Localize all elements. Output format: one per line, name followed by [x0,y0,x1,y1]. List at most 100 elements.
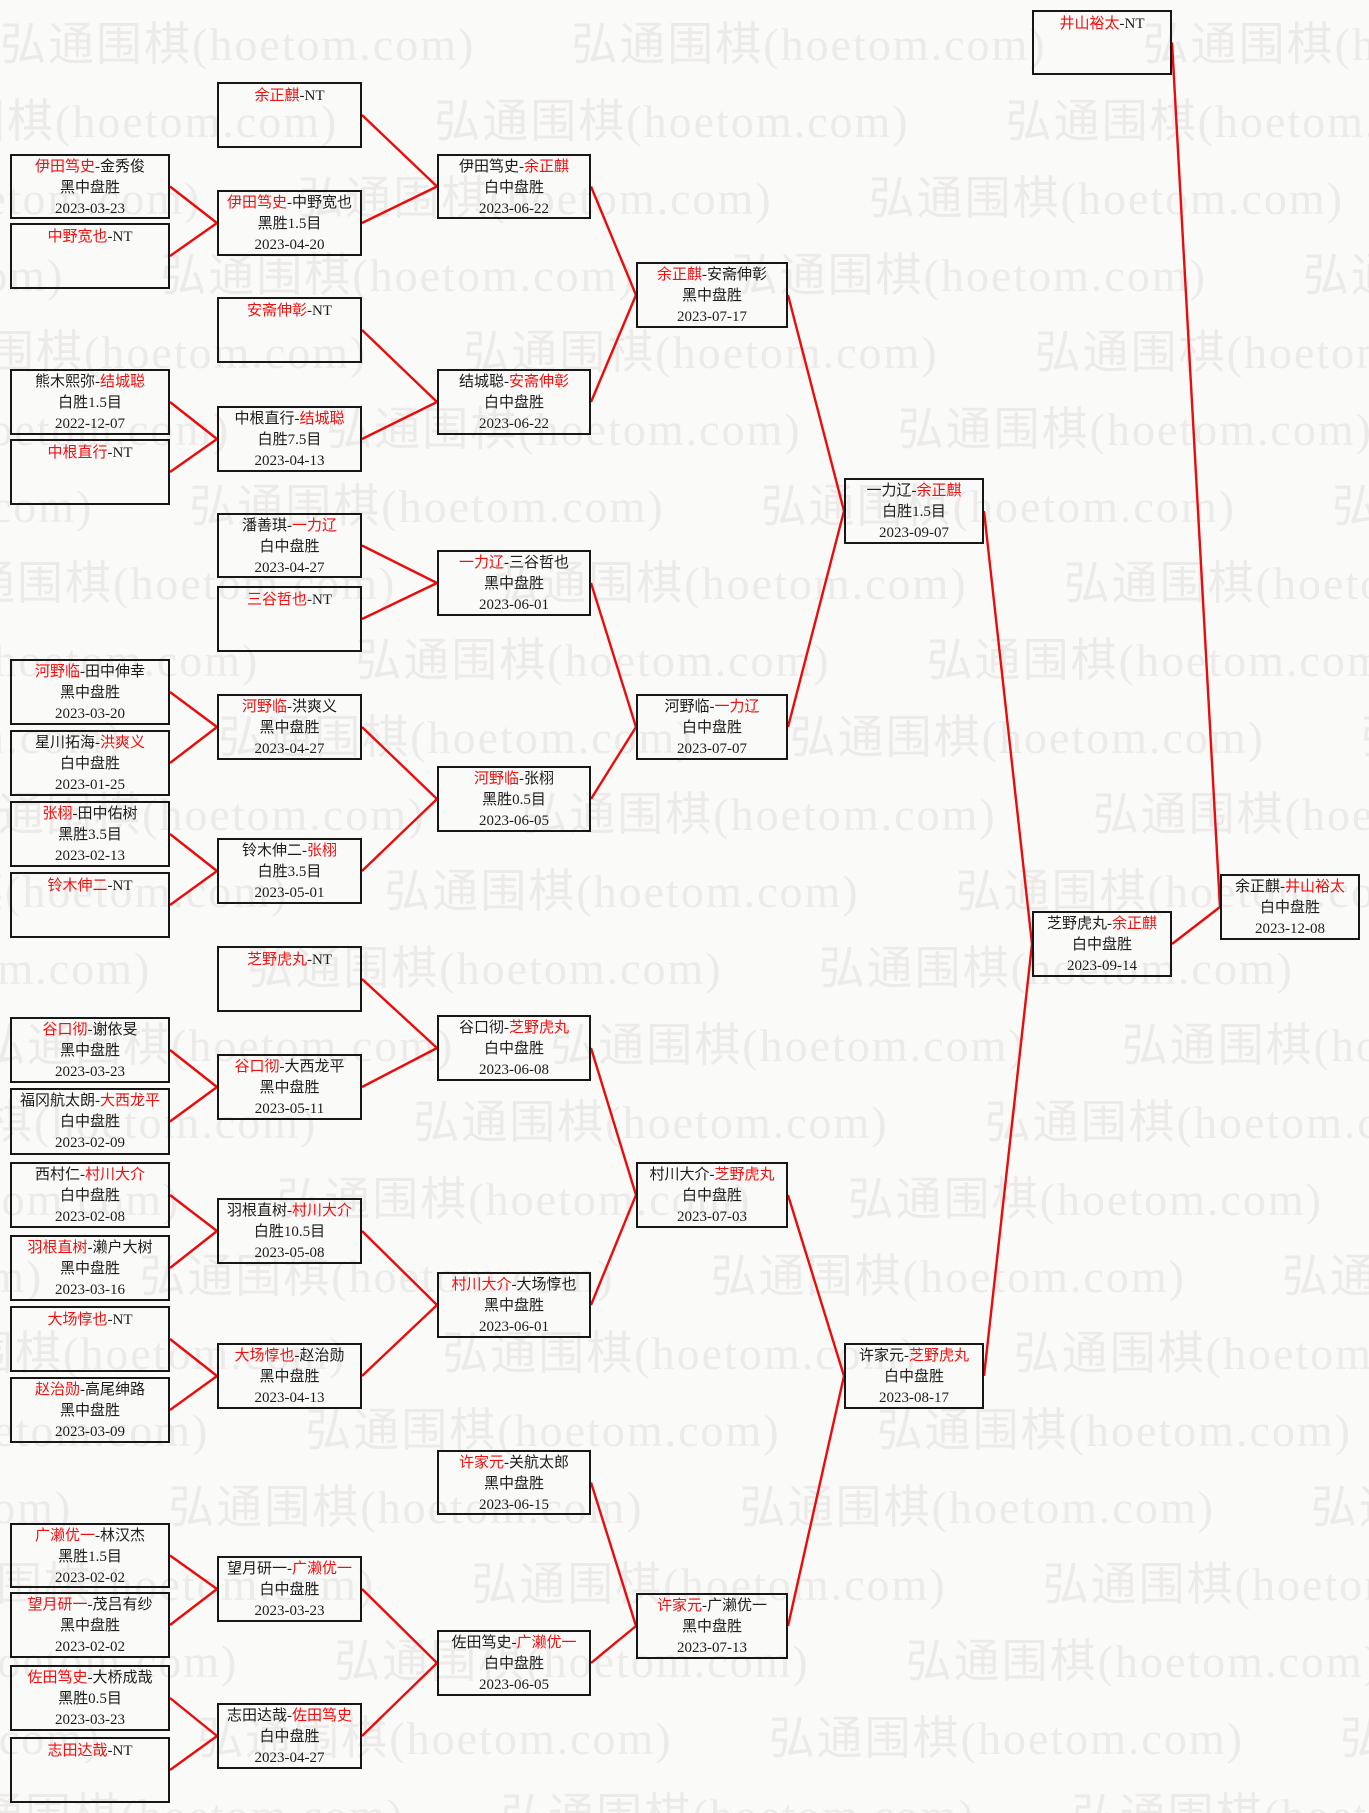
match-box-c2r9: 芝野虎丸-NT [217,946,362,1012]
match-result: 白胜3.5目 [257,864,322,880]
name-separator: - [504,555,509,571]
name-separator: - [511,1277,517,1293]
match-title: 余正麒-安斋伸彰 [638,265,786,286]
match-box-c2r5: 潘善琪-一力辽 白中盘胜 2023-04-27 [217,513,362,578]
player-name: 羽根直树 [226,1203,287,1219]
match-title: 赵治勋-高尾绅路 [12,1380,168,1401]
match-result: 黑中盘胜 [483,1476,544,1492]
match-date: 2023-06-01 [479,597,549,613]
match-box-c1r12: 羽根直树-濑户大树 黑中盘胜 2023-03-16 [10,1235,170,1301]
match-title: 张栩-田中佑树 [12,804,168,825]
bracket-connector-line [361,978,438,1049]
match-date: 2023-03-16 [55,1282,125,1298]
match-date: 2023-02-02 [55,1639,125,1655]
match-title: 许家元-芝野虎丸 [846,1346,982,1367]
match-date: 2023-04-27 [254,741,325,757]
match-box-c1r8: 铃木伸二-NT [10,872,170,938]
match-title: 谷口彻-大西龙平 [219,1057,360,1078]
player-name: NT [1124,16,1145,32]
player-name: 铃木伸二 [241,843,302,859]
match-box-c6r1: 井山裕太-NT [1032,10,1172,75]
name-separator: - [95,159,100,175]
match-date: 2023-05-11 [254,1101,325,1117]
name-separator: - [504,1020,509,1036]
player-name: NT [312,303,332,319]
bracket-connector-line [169,1230,218,1269]
winner-name: 伊田笃史 [226,195,287,211]
bracket-connector-line [361,329,438,403]
match-box-c3r2: 结城聪-安斋伸彰 白中盘胜 2023-06-22 [437,369,591,435]
match-title: 一力辽-三谷哲也 [439,553,589,574]
bracket-connector-line [361,544,438,585]
match-result: 白中盘胜 [1071,937,1132,953]
player-name: 中根直行 [234,411,295,427]
winner-name: 村川大介 [85,1167,146,1183]
player-name: 大桥成哉 [92,1670,153,1686]
match-box-c1r3: 熊木熙弥-结城聪 白胜1.5目 2022-12-07 [10,369,170,435]
match-title: 志田达哉-佐田笃史 [219,1706,360,1727]
match-title: 许家元-关航太郎 [439,1453,589,1474]
name-separator: - [279,1059,285,1075]
match-title: 铃木伸二-张栩 [219,841,360,862]
match-title: 望月研一-茂吕有纱 [12,1595,168,1616]
match-title: 西村仁-村川大介 [12,1165,168,1186]
match-title: 许家元-广濑优一 [638,1596,786,1617]
match-date: 2023-12-08 [1255,921,1325,937]
match-box-c3r6: 村川大介-大场惇也 黑中盘胜 2023-06-01 [437,1272,591,1338]
match-box-c3r3: 一力辽-三谷哲也 黑中盘胜 2023-06-01 [437,550,591,616]
bracket-connector-line [169,1338,218,1377]
match-result: 黑中盘胜 [59,1618,120,1634]
name-separator: - [287,1203,292,1219]
bracket-connector-line [361,1046,438,1089]
match-box-c3r7: 许家元-关航太郎 黑中盘胜 2023-06-15 [437,1450,591,1515]
match-title: 望月研一-广濑优一 [219,1559,360,1580]
match-title: 三谷哲也-NT [219,590,360,611]
bracket-connector-line [169,726,218,764]
match-box-c3r8: 佐田笃史-广濑优一 白中盘胜 2023-06-05 [437,1630,591,1696]
match-box-c2r4: 中根直行-结城聪 白胜7.5目 2023-04-13 [217,406,362,472]
match-box-c1r14: 赵治勋-高尾绅路 黑中盘胜 2023-03-09 [10,1377,170,1443]
name-separator: - [87,1022,93,1038]
match-date: 2023-03-23 [254,1603,325,1619]
match-title: 河野临-一力辽 [638,697,786,718]
match-date: 2023-07-03 [677,1209,747,1225]
player-name: 大场惇也 [516,1277,577,1293]
match-title: 安斋伸彰-NT [219,301,360,322]
match-title: 志田达哉-NT [12,1741,168,1762]
winner-name: 三谷哲也 [246,592,307,608]
name-separator: - [287,195,292,211]
player-name: NT [112,1743,133,1759]
bracket-connector-line [169,185,218,224]
bracket-connector-line [589,726,638,800]
match-title: 谷口彻-谢依旻 [12,1020,168,1041]
bracket-connector-line [786,510,846,728]
match-result: 黑胜3.5目 [58,827,122,843]
match-title: 余正麒-井山裕太 [1222,877,1358,898]
player-name: 村川大介 [649,1167,710,1183]
player-name: 河野临 [664,699,710,715]
player-name: 许家元 [858,1348,904,1364]
match-box-c4r4: 许家元-广濑优一 黑中盘胜 2023-07-13 [636,1593,788,1659]
name-separator: - [904,1348,909,1364]
name-separator: - [72,806,78,822]
winner-name: 余正麒 [1112,916,1158,932]
match-result: 白中盘胜 [1259,900,1320,916]
player-name: 张栩 [524,771,555,787]
match-result: 黑中盘胜 [59,1043,120,1059]
match-result: 黑中盘胜 [681,1619,742,1635]
winner-name: 广濑优一 [292,1561,353,1577]
match-box-c2r10: 谷口彻-大西龙平 黑中盘胜 2023-05-11 [217,1054,362,1120]
player-name: 谷口彻 [458,1020,504,1036]
player-name: 赵治勋 [299,1348,345,1364]
winner-name: 大场惇也 [47,1312,108,1328]
winner-name: 河野临 [241,699,287,715]
player-name: 熊木熙弥 [34,374,95,390]
match-title: 羽根直树-村川大介 [219,1201,360,1222]
bracket-connector-line [589,1482,638,1627]
bracket-connector-line [786,1194,846,1377]
match-date: 2023-03-09 [55,1424,125,1440]
match-title: 佐田笃史-大桥成哉 [12,1668,168,1689]
match-date: 2023-03-23 [55,201,125,217]
match-box-c2r11: 羽根直树-村川大介 白胜10.5目 2023-05-08 [217,1198,362,1264]
match-box-c1r13: 大场惇也-NT [10,1306,170,1372]
